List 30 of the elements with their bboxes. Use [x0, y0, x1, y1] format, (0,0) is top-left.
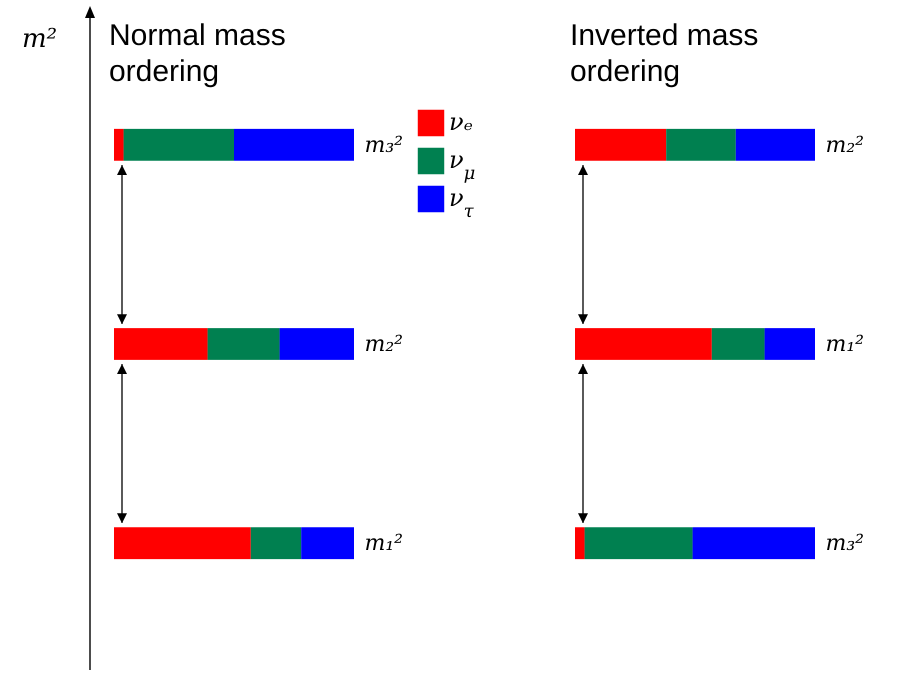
chart-title: Inverted mass ordering	[570, 18, 760, 90]
y-tick-label: m₂²	[826, 132, 864, 158]
y-tick-label: m₁²	[364, 531, 403, 556]
bar	[208, 328, 280, 360]
bar	[234, 128, 354, 161]
bar	[692, 527, 815, 560]
bar	[712, 328, 765, 360]
y-tick-label: m₃²	[364, 132, 403, 158]
bar	[666, 128, 736, 161]
bar	[584, 527, 693, 560]
y-tick-label: m₃²	[826, 531, 864, 556]
y-tick-label: m₁²	[826, 332, 864, 357]
bar	[124, 128, 234, 161]
chart-title: Normal mass ordering	[109, 18, 287, 90]
legend-label: νₑ	[449, 108, 473, 136]
bar	[575, 128, 666, 161]
bar	[114, 128, 124, 161]
bar	[301, 527, 354, 560]
bar	[114, 328, 208, 360]
y-tick-label: m₂²	[364, 332, 403, 357]
bar	[736, 128, 815, 161]
bar	[575, 328, 712, 360]
bar	[250, 527, 302, 560]
bar	[764, 328, 815, 360]
bar	[114, 527, 251, 560]
legend-label: ν$_{μ}$	[449, 146, 476, 184]
bar	[575, 527, 585, 560]
bar	[280, 328, 354, 360]
legend-label: ν$_{τ}$	[449, 184, 475, 222]
y-axis-title: m²	[22, 24, 58, 54]
